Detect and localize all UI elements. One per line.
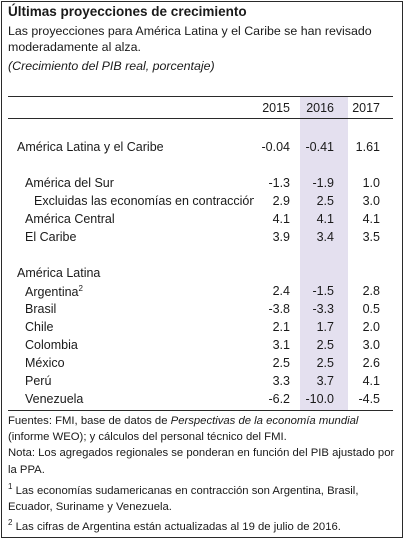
- cell: 2.5: [316, 194, 334, 208]
- cell: -1.5: [312, 284, 334, 298]
- table-notes: Fuentes: FMI, base de datos de Perspecti…: [8, 413, 400, 535]
- cell: 2.4: [272, 284, 290, 298]
- row-label: El Caribe: [25, 230, 77, 244]
- cell: -10.0: [305, 392, 335, 406]
- table-row: Chile 2.1 1.7 2.0: [0, 320, 406, 338]
- table-row: América Central 4.1 4.1 4.1: [0, 212, 406, 230]
- row-label: Argentina2: [25, 284, 83, 300]
- year-header: 2017: [352, 101, 380, 115]
- cell: 2.5: [316, 356, 334, 370]
- cell: 1.7: [316, 320, 334, 334]
- cell: 3.7: [316, 374, 334, 388]
- cell: 4.1: [316, 212, 334, 226]
- table-row: Excluidas las economías en contracción 2…: [0, 194, 406, 212]
- table-unit: (Crecimiento del PIB real, porcentaje): [8, 59, 215, 73]
- cell: 2.5: [272, 356, 290, 370]
- cell: -3.3: [312, 302, 334, 316]
- cell: 3.9: [272, 230, 290, 244]
- year-header: 2015: [262, 101, 290, 115]
- table-row: América del Sur -1.3 -1.9 1.0: [0, 176, 406, 194]
- rule-top: [8, 96, 393, 97]
- cell: 3.3: [272, 374, 290, 388]
- row-label: América del Sur: [25, 176, 114, 190]
- row-label: Excluidas las economías en contracción: [34, 194, 254, 208]
- cell: -1.9: [312, 176, 334, 190]
- table-row: México 2.5 2.5 2.6: [0, 356, 406, 374]
- footnote-mark: 2: [78, 284, 83, 293]
- cell: 3.5: [362, 230, 380, 244]
- table-row: El Caribe 3.9 3.4 3.5: [0, 230, 406, 248]
- row-label: Colombia: [25, 338, 78, 352]
- cell: -0.04: [261, 140, 291, 154]
- cell: 3.0: [362, 338, 380, 352]
- highlight-column-2016: [300, 97, 348, 410]
- cell: -6.2: [268, 392, 290, 406]
- cell: -3.8: [268, 302, 290, 316]
- rule-header: [8, 118, 393, 119]
- cell: 3.4: [316, 230, 334, 244]
- source-note: Fuentes: FMI, base de datos de Perspecti…: [8, 415, 359, 444]
- footnote-1: 1 Las economías sudamericanas en contrac…: [8, 481, 359, 513]
- table-row: América Latina: [0, 266, 406, 284]
- table-row: Colombia 3.1 2.5 3.0: [0, 338, 406, 356]
- cell: 2.1: [272, 320, 290, 334]
- row-label: Brasil: [25, 302, 57, 316]
- table-row: Venezuela -6.2 -10.0 -4.5: [0, 392, 406, 410]
- cell: 4.1: [272, 212, 290, 226]
- cell: -4.5: [358, 392, 380, 406]
- cell: 1.0: [362, 176, 380, 190]
- rule-bottom: [8, 410, 393, 411]
- year-header: 2016: [306, 101, 334, 115]
- cell: 3.1: [272, 338, 290, 352]
- cell: 4.1: [362, 212, 380, 226]
- cell: 1.61: [355, 140, 380, 154]
- table-title: Últimas proyecciones de crecimiento: [8, 4, 247, 19]
- cell: 2.0: [362, 320, 380, 334]
- cell: 0.5: [362, 302, 380, 316]
- row-label: México: [25, 356, 65, 370]
- method-note: Nota: Los agregados regionales se ponder…: [8, 447, 395, 476]
- cell: 2.8: [362, 284, 380, 298]
- row-label: América Central: [25, 212, 115, 226]
- row-label: América Latina y el Caribe: [17, 140, 164, 154]
- cell: 2.5: [316, 338, 334, 352]
- cell: 4.1: [362, 374, 380, 388]
- cell: -0.41: [305, 140, 335, 154]
- cell: 3.0: [362, 194, 380, 208]
- table-row: Brasil -3.8 -3.3 0.5: [0, 302, 406, 320]
- table-subtitle: Las proyecciones para América Latina y e…: [8, 24, 372, 54]
- footnote-2: 2 Las cifras de Argentina están actualiz…: [8, 517, 341, 533]
- cell: 2.9: [272, 194, 290, 208]
- table-row: Perú 3.3 3.7 4.1: [0, 374, 406, 392]
- table-row: América Latina y el Caribe -0.04 -0.41 1…: [0, 140, 406, 158]
- cell: 2.6: [362, 356, 380, 370]
- row-label: América Latina: [17, 266, 101, 280]
- row-label: Venezuela: [25, 392, 84, 406]
- row-label: Chile: [25, 320, 54, 334]
- row-label: Perú: [25, 374, 52, 388]
- cell: -1.3: [268, 176, 290, 190]
- table-row: Argentina2 2.4 -1.5 2.8: [0, 284, 406, 302]
